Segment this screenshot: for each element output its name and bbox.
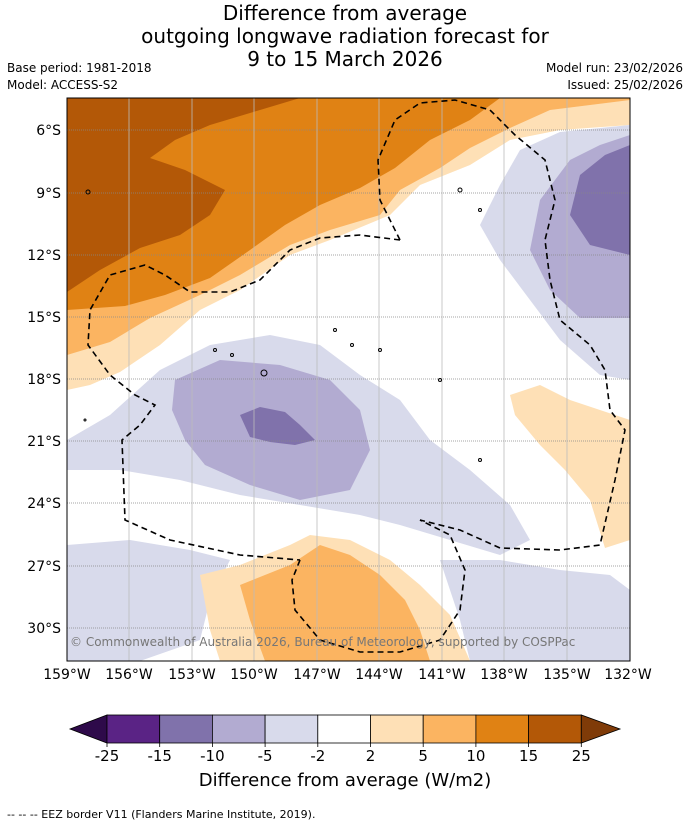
island	[350, 343, 354, 347]
meridians	[128, 98, 568, 661]
lat-tick-label: 18°S	[27, 372, 61, 388]
colorbar-tick-label: 25	[572, 747, 591, 765]
island	[478, 458, 482, 462]
island	[478, 208, 482, 212]
anomaly-region	[570, 145, 630, 255]
colorbar-tick-label: -5	[258, 747, 273, 765]
colorbar-tick-label: 2	[366, 747, 376, 765]
lon-tick-label: 159°W	[43, 667, 91, 683]
eez-borders	[87, 99, 626, 653]
map-frame	[66, 97, 631, 662]
lon-tick-label: 135°W	[543, 667, 591, 683]
colorbar-tick-label: 15	[519, 747, 538, 765]
lat-tick-label: 15°S	[27, 310, 61, 326]
colorbar-tick-label: -25	[95, 747, 120, 765]
colorbar-swatch	[475, 714, 529, 744]
colorbar-swatch	[211, 714, 266, 744]
lat-labels: 6°S 9°S 12°S 15°S 18°S 21°S 24°S 27°S 30°S	[27, 123, 61, 637]
issued-date: Issued: 25/02/2026	[567, 78, 683, 92]
lon-tick-label: 153°W	[168, 667, 216, 683]
island	[213, 348, 217, 352]
title-line-1: Difference from average	[222, 1, 468, 25]
colorbar-swatch	[264, 714, 319, 744]
island	[230, 353, 234, 357]
copyright-notice: © Commonwealth of Australia 2026, Bureau…	[70, 635, 575, 649]
lat-tick-label: 6°S	[36, 123, 61, 139]
eez-border	[291, 519, 466, 653]
anomaly-region	[67, 540, 230, 661]
model-name: Model: ACCESS-S2	[7, 78, 119, 92]
base-period: Base period: 1981-2018	[7, 61, 152, 75]
anomaly-region	[240, 545, 430, 661]
colorbar-swatch	[317, 714, 371, 744]
model-run: Model run: 23/02/2026	[545, 61, 683, 75]
anomaly-region	[440, 560, 630, 661]
colorbar: -25 -15 -10 -5 -2 2 5 10 15 25	[68, 714, 622, 765]
colorbar-tick-label: -15	[147, 747, 172, 765]
lat-tick-label: 12°S	[27, 248, 61, 264]
island	[457, 187, 463, 193]
eez-legend: -- -- -- EEZ border V11 (Flanders Marine…	[7, 808, 316, 821]
colorbar-swatch	[106, 714, 161, 744]
title-line-2: outgoing longwave radiation forecast for	[141, 24, 549, 48]
lat-tick-label: 27°S	[27, 559, 61, 575]
lon-tick-label: 132°W	[604, 667, 652, 683]
lon-tick-label: 156°W	[105, 667, 153, 683]
lat-tick-label: 21°S	[27, 434, 61, 450]
lon-tick-label: 138°W	[480, 667, 528, 683]
anomaly-region	[67, 98, 300, 292]
island	[378, 348, 382, 352]
colorbar-low-extend	[68, 714, 108, 744]
island	[83, 418, 87, 422]
anomaly-region	[67, 98, 500, 310]
map-field	[67, 98, 630, 661]
island	[85, 189, 91, 195]
colorbar-tick-label: 5	[418, 747, 428, 765]
lon-labels: 159°W 156°W 153°W 150°W 147°W 144°W 141°W 138°W…	[43, 667, 652, 683]
eez-border	[87, 234, 401, 561]
anomaly-region	[240, 407, 315, 445]
island	[333, 328, 337, 332]
lat-tick-label: 30°S	[27, 621, 61, 637]
colorbar-tick-label: -2	[310, 747, 325, 765]
colorbar-tick-label: -10	[200, 747, 225, 765]
lon-tick-label: 144°W	[355, 667, 403, 683]
lon-tick-label: 150°W	[230, 667, 278, 683]
lat-tick-label: 9°S	[36, 186, 61, 202]
eez-border	[377, 99, 626, 551]
title-line-3: 9 to 15 March 2026	[247, 47, 443, 71]
colorbar-high-extend	[580, 714, 622, 744]
colorbar-title: Difference from average (W/m2)	[198, 770, 492, 791]
colorbar-swatch	[159, 714, 213, 744]
lon-tick-label: 147°W	[293, 667, 341, 683]
colorbar-tick-label: 10	[466, 747, 485, 765]
island	[438, 378, 442, 382]
lat-tick-label: 24°S	[27, 496, 61, 512]
anomaly-region	[510, 385, 630, 548]
colorbar-swatch	[528, 714, 582, 744]
colorbar-swatch	[370, 714, 424, 744]
lon-tick-label: 141°W	[418, 667, 466, 683]
colorbar-swatch	[422, 714, 477, 744]
island	[260, 369, 268, 377]
islands	[83, 187, 482, 462]
